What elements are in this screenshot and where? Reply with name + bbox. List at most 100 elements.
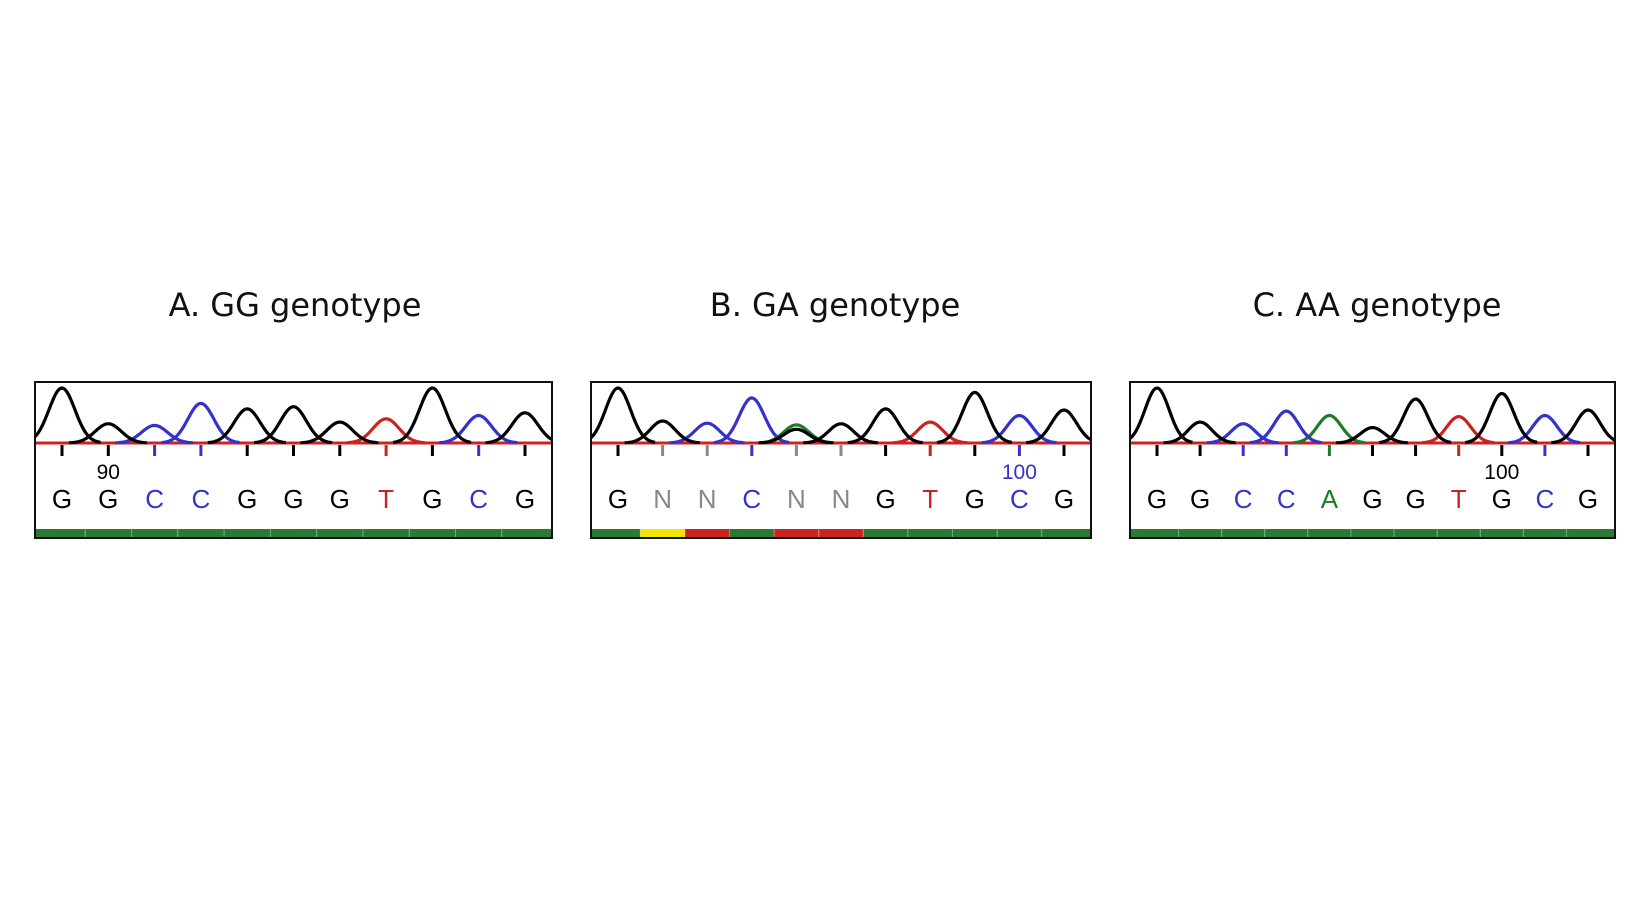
trace-peak-c: [1249, 409, 1322, 445]
trace-peak-t: [1421, 415, 1495, 445]
trace-peak-g: [1335, 426, 1409, 445]
position-label: 90: [97, 461, 120, 484]
quality-segment: [224, 529, 271, 537]
quality-segment: [1350, 529, 1395, 537]
trace-peak-c: [713, 396, 790, 445]
chromatogram-panel-b: G N N C N N G T G C G 100: [590, 381, 1092, 539]
quality-segment: [907, 529, 953, 537]
chromatogram-panel-c: G G C C A G G T G C G 100: [1129, 381, 1616, 539]
trace-peak-g: [624, 419, 700, 445]
trace-peak-g: [1551, 408, 1614, 445]
base-call: G: [875, 484, 895, 514]
trace-peak-t: [346, 417, 425, 445]
trace-peak-c: [115, 423, 194, 445]
position-label: 100: [1002, 461, 1037, 484]
quality-segment: [131, 529, 178, 537]
base-call: G: [422, 484, 442, 514]
quality-segment: [1307, 529, 1351, 537]
trace-peak-t: [892, 420, 968, 445]
trace-peak-g: [1025, 408, 1090, 445]
quality-segment: [684, 529, 730, 537]
quality-segment: [1394, 529, 1438, 537]
quality-segment: [316, 529, 363, 537]
trace-peak-g: [802, 422, 879, 445]
quality-segment: [1131, 529, 1179, 537]
base-call: A: [1321, 484, 1339, 514]
quality-segment: [177, 529, 225, 537]
base-call: C: [742, 484, 761, 514]
chromatogram-a: G G C C G G G T G C G90: [36, 386, 551, 537]
trace-peak-g: [936, 390, 1013, 445]
quality-segment: [818, 529, 864, 537]
base-call: G: [98, 484, 118, 514]
trace-peak-g: [1163, 420, 1236, 445]
quality-segment: [863, 529, 908, 537]
base-call: G: [1054, 484, 1074, 514]
base-call: G: [237, 484, 257, 514]
quality-segment: [1437, 529, 1481, 537]
base-call: G: [1362, 484, 1382, 514]
quality-segment: [362, 529, 410, 537]
base-call: T: [1451, 484, 1467, 514]
base-call: C: [1277, 484, 1296, 514]
base-call: G: [965, 484, 985, 514]
base-call: C: [145, 484, 164, 514]
quality-segment: [85, 529, 132, 537]
panel-c-title: C. AA genotype: [1252, 286, 1502, 324]
quality-segment: [36, 529, 86, 537]
base-call: G: [1405, 484, 1425, 514]
base-call: C: [192, 484, 211, 514]
trace-peak-g: [1131, 386, 1193, 444]
trace-peak-g: [68, 422, 148, 445]
trace-peak-g: [485, 411, 551, 445]
quality-segment: [1178, 529, 1222, 537]
quality-segment: [729, 529, 775, 537]
base-call: T: [378, 484, 394, 514]
quality-segment: [997, 529, 1042, 537]
quality-segment: [501, 529, 551, 537]
base-call: G: [330, 484, 350, 514]
panel-b-title: B. GA genotype: [709, 286, 961, 324]
base-call: G: [1147, 484, 1167, 514]
base-call: G: [1578, 484, 1598, 514]
trace-peak-g: [847, 407, 923, 445]
chromatogram-panel-a: G G C C G G G T G C G 90: [34, 381, 553, 539]
panel-a-title: A. GG genotype: [168, 286, 422, 324]
base-call: G: [608, 484, 628, 514]
trace-peak-g: [36, 386, 101, 444]
base-call: G: [1492, 484, 1512, 514]
base-call: G: [515, 484, 535, 514]
quality-segment: [1566, 529, 1614, 537]
position-label: 100: [1484, 461, 1519, 484]
quality-segment: [1221, 529, 1265, 537]
base-call: N: [832, 484, 851, 514]
base-call: T: [922, 484, 938, 514]
base-call: G: [52, 484, 72, 514]
quality-segment: [640, 529, 685, 537]
base-call: N: [653, 484, 672, 514]
base-call: G: [1190, 484, 1210, 514]
quality-segment: [1480, 529, 1524, 537]
quality-segment: [270, 529, 317, 537]
quality-segment: [455, 529, 502, 537]
quality-segment: [1264, 529, 1308, 537]
trace-peak-g: [300, 420, 379, 445]
trace-peak-g: [1464, 392, 1538, 445]
quality-segment: [1041, 529, 1090, 537]
trace-peak-g: [1378, 397, 1452, 445]
trace-peak-c: [161, 401, 240, 445]
quality-segment: [774, 529, 819, 537]
quality-segment: [1523, 529, 1567, 537]
quality-segment: [592, 529, 641, 537]
trace-peak-c: [1508, 413, 1581, 445]
trace-peak-c: [981, 413, 1057, 445]
trace-peak-c: [669, 421, 745, 445]
trace-peak-g: [207, 407, 287, 445]
trace-peak-g: [392, 386, 472, 445]
base-call: N: [787, 484, 806, 514]
base-call: C: [1010, 484, 1029, 514]
quality-segment: [409, 529, 456, 537]
quality-segment: [952, 529, 998, 537]
